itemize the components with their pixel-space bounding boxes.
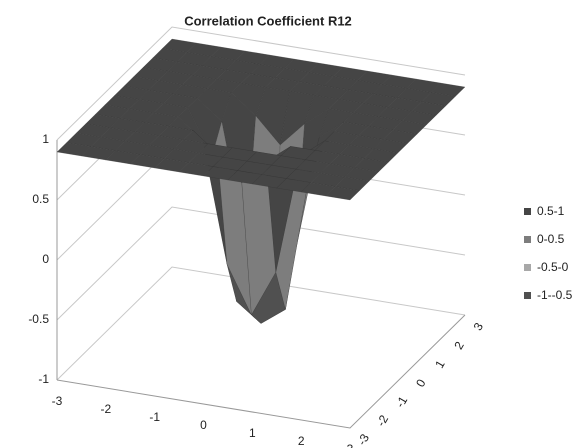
y-tick-label: 1 (432, 358, 448, 371)
z-tick-label: 1 (42, 132, 49, 146)
grid-line (56, 26, 466, 141)
y-tick-label: 2 (451, 339, 467, 352)
x-tick-label: -3 (52, 394, 63, 408)
z-tick-label: -0.5 (28, 312, 49, 326)
legend-label: 0-0.5 (537, 232, 565, 246)
legend-swatch (524, 236, 531, 243)
y-tick-label: -1 (393, 394, 411, 411)
grid-line (56, 266, 466, 381)
legend-swatch (524, 292, 531, 299)
legend-label: 0.5-1 (537, 204, 565, 218)
legend-label: -0.5-0 (537, 260, 569, 274)
y-tick-label: -3 (355, 431, 373, 448)
y-tick-label: 0 (413, 376, 429, 389)
y-tick-label: 3 (471, 320, 487, 333)
floor-edge (56, 314, 466, 429)
x-tick-label: -2 (100, 402, 111, 416)
grid-line (56, 206, 466, 321)
legend-label: -1--0.5 (537, 288, 573, 302)
legend-swatch (524, 208, 531, 215)
z-tick-label: 0.5 (32, 192, 49, 206)
z-tick-label: -1 (38, 372, 49, 386)
chart-title: Correlation Coefficient R12 (184, 13, 352, 28)
y-tick-label: -2 (374, 412, 392, 429)
legend-swatch (524, 264, 531, 271)
x-tick-label: 2 (298, 434, 305, 448)
x-tick-label: -1 (149, 410, 160, 424)
x-tick-label: 3 (347, 442, 354, 448)
x-tick-label: 1 (249, 426, 256, 440)
x-tick-label: 0 (200, 418, 207, 432)
surface-patch (325, 186, 361, 201)
z-tick-label: 0 (42, 252, 49, 266)
